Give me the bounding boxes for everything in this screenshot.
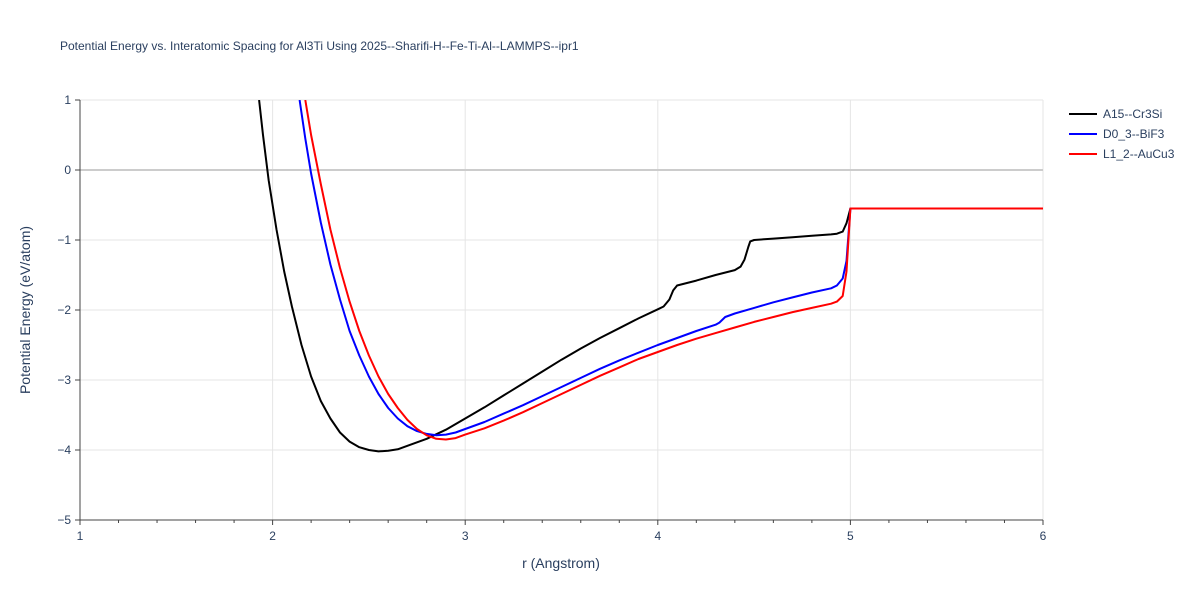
legend-label: A15--Cr3Si [1103,107,1162,121]
x-tick-label: 4 [654,529,661,543]
x-tick-label: 3 [462,529,469,543]
y-tick-label: −3 [57,373,71,387]
series-line-l1-2-aucu3 [304,100,1043,441]
y-tick-label: −5 [57,513,71,527]
y-tick-label: 0 [64,163,71,177]
x-tick-label: 5 [847,529,854,543]
series-line-a15-cr3si [258,100,1043,453]
series-layer [258,100,1043,453]
series-line-d0-3-bif3 [298,100,1043,437]
y-tick-label: −2 [57,303,71,317]
x-tick-label: 6 [1040,529,1047,543]
y-tick-label: 1 [64,93,71,107]
grid-layer [80,99,1044,520]
legend-label: L1_2--AuCu3 [1103,147,1175,161]
legend: A15--Cr3Si D0_3--BiF3 L1_2--AuCu3 [1069,107,1175,161]
axis-layer: 1 2 3 4 5 6 −5 −4 −3 −2 −1 0 1 [57,93,1046,543]
x-axis-title: r (Angstrom) [522,555,600,571]
y-tick-label: −1 [57,233,71,247]
y-axis-title: Potential Energy (eV/atom) [17,226,33,394]
x-tick-label: 1 [77,529,84,543]
chart-title: Potential Energy vs. Interatomic Spacing… [60,39,579,53]
y-tick-label: −4 [57,443,71,457]
x-tick-label: 2 [269,529,276,543]
legend-label: D0_3--BiF3 [1103,127,1165,141]
